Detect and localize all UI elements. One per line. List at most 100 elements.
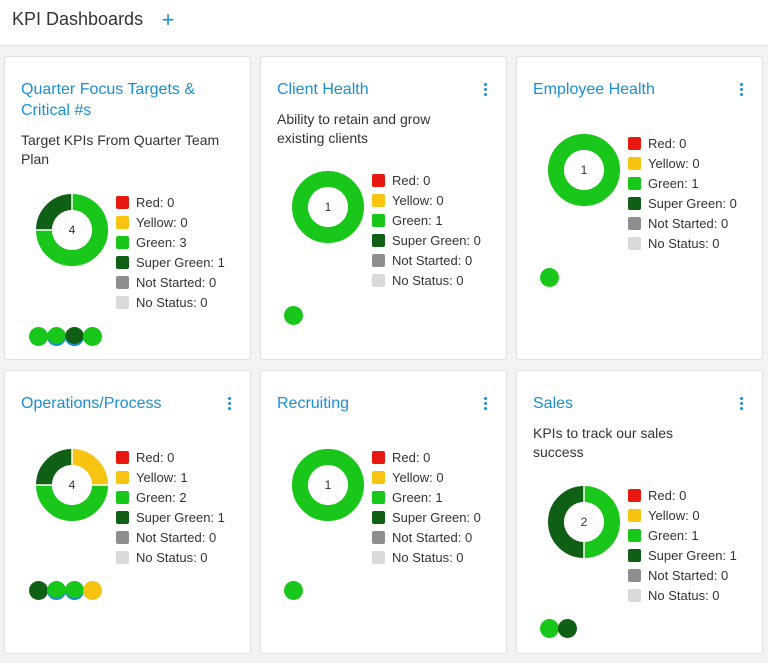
legend-label: Yellow: 0 xyxy=(648,507,700,523)
donut-total: 4 xyxy=(68,478,76,492)
legend-item-super-green: Super Green: 0 xyxy=(372,230,481,250)
legend-label: Yellow: 0 xyxy=(136,214,188,230)
legend-item-red: Red: 0 xyxy=(628,485,737,505)
donut-svg xyxy=(36,449,108,521)
card-title[interactable]: Sales xyxy=(533,395,574,412)
legend-item-not-started: Not Started: 0 xyxy=(628,213,737,233)
legend-label: Yellow: 0 xyxy=(648,155,700,171)
kpi-status-dot-green[interactable] xyxy=(29,327,48,346)
card-title[interactable]: Client Health xyxy=(277,81,369,98)
kpi-status-dot-green[interactable] xyxy=(47,581,66,600)
donut-total: 1 xyxy=(324,478,332,492)
legend-label: Super Green: 1 xyxy=(136,254,225,270)
status-legend: Red: 0 Yellow: 0 Green: 1 Super Green: 0… xyxy=(628,133,737,253)
green-swatch xyxy=(628,528,641,542)
not-started-swatch xyxy=(628,568,641,582)
kpi-status-dot-green[interactable] xyxy=(540,268,559,287)
kpi-status-dot-yellow[interactable] xyxy=(83,581,102,600)
donut-total: 1 xyxy=(580,163,588,177)
legend-label: Yellow: 0 xyxy=(392,192,444,208)
more-options-icon[interactable] xyxy=(224,397,234,415)
legend-item-red: Red: 0 xyxy=(628,133,737,153)
not-started-swatch xyxy=(372,253,385,267)
kpi-status-dot-green[interactable] xyxy=(83,327,102,346)
legend-label: Green: 2 xyxy=(136,489,187,505)
legend-item-green: Green: 1 xyxy=(628,173,737,193)
green-swatch xyxy=(372,213,385,227)
more-options-icon[interactable] xyxy=(736,397,746,415)
red-swatch xyxy=(628,136,641,150)
dashboard-card-sales: Sales KPIs to track our sales success 2 … xyxy=(516,370,763,654)
legend-item-yellow: Yellow: 0 xyxy=(372,190,481,210)
donut-total: 1 xyxy=(324,200,332,214)
not-started-swatch xyxy=(628,216,641,230)
legend-item-not-started: Not Started: 0 xyxy=(116,272,225,292)
legend-item-green: Green: 2 xyxy=(116,487,225,507)
status-donut-chart[interactable]: 1 xyxy=(548,134,620,206)
card-title[interactable]: Employee Health xyxy=(533,81,655,98)
kpi-status-dot-green[interactable] xyxy=(284,306,303,325)
no-status-swatch xyxy=(628,588,641,602)
donut-svg xyxy=(548,134,620,206)
super-green-swatch xyxy=(116,510,129,524)
status-donut-chart[interactable]: 1 xyxy=(292,171,364,243)
kpi-status-dot-super-green[interactable] xyxy=(558,619,577,638)
donut-hole xyxy=(308,465,348,505)
card-title[interactable]: Operations/Process xyxy=(21,395,162,412)
dashboard-card-client-health: Client Health Ability to retain and grow… xyxy=(260,56,507,360)
add-dashboard-button[interactable]: + xyxy=(161,7,175,32)
card-description: Target KPIs From Quarter Team Plan xyxy=(21,132,220,167)
legend-label: Super Green: 0 xyxy=(392,232,481,248)
green-swatch xyxy=(372,490,385,504)
card-description: Ability to retain and grow existing clie… xyxy=(277,111,431,146)
donut-svg xyxy=(292,171,364,243)
kpi-status-dot-green[interactable] xyxy=(540,619,559,638)
status-donut-chart[interactable]: 1 xyxy=(292,449,364,521)
legend-label: No Status: 0 xyxy=(648,235,720,251)
legend-item-not-started: Not Started: 0 xyxy=(628,565,737,585)
legend-label: No Status: 0 xyxy=(136,294,208,310)
more-options-icon[interactable] xyxy=(480,83,490,101)
donut-hole xyxy=(52,210,92,250)
status-donut-chart[interactable]: 4 xyxy=(36,194,108,266)
card-title[interactable]: Quarter Focus Targets & Critical #s xyxy=(21,81,195,119)
legend-item-super-green: Super Green: 1 xyxy=(628,545,737,565)
dashboard-card-employee-health: Employee Health 1 Red: 0 Yellow: 0 Green… xyxy=(516,56,763,360)
kpi-status-dots xyxy=(540,268,559,287)
kpi-status-dot-green[interactable] xyxy=(65,581,84,600)
status-donut-chart[interactable]: 2 xyxy=(548,486,620,558)
legend-item-green: Green: 1 xyxy=(372,487,481,507)
more-options-icon[interactable] xyxy=(480,397,490,415)
status-donut-chart[interactable]: 4 xyxy=(36,449,108,521)
page-title: KPI Dashboards xyxy=(12,9,144,29)
legend-label: Green: 1 xyxy=(648,175,699,191)
more-options-icon[interactable] xyxy=(736,83,746,101)
super-green-swatch xyxy=(628,196,641,210)
legend-label: Green: 1 xyxy=(392,212,443,228)
no-status-swatch xyxy=(628,236,641,250)
red-swatch xyxy=(628,488,641,502)
status-legend: Red: 0 Yellow: 0 Green: 1 Super Green: 1… xyxy=(628,485,737,605)
yellow-swatch xyxy=(628,156,641,170)
donut-svg xyxy=(548,486,620,558)
legend-item-red: Red: 0 xyxy=(116,447,225,467)
kpi-status-dot-super-green[interactable] xyxy=(65,327,84,346)
legend-label: Not Started: 0 xyxy=(648,215,729,231)
kpi-status-dots xyxy=(29,327,102,346)
kpi-status-dot-green[interactable] xyxy=(284,581,303,600)
card-title[interactable]: Recruiting xyxy=(277,395,350,412)
legend-label: Red: 0 xyxy=(392,449,431,465)
green-swatch xyxy=(116,490,129,504)
legend-item-super-green: Super Green: 0 xyxy=(372,507,481,527)
no-status-swatch xyxy=(372,273,385,287)
green-swatch xyxy=(628,176,641,190)
kpi-status-dot-super-green[interactable] xyxy=(29,581,48,600)
kpi-status-dots xyxy=(540,619,577,638)
dashboard-card-operations-process: Operations/Process 4 Red: 0 Yellow: 1 Gr… xyxy=(4,370,251,654)
legend-item-yellow: Yellow: 0 xyxy=(372,467,481,487)
legend-item-not-started: Not Started: 0 xyxy=(116,527,225,547)
legend-item-not-started: Not Started: 0 xyxy=(372,527,481,547)
legend-label: Not Started: 0 xyxy=(136,274,217,290)
legend-label: Yellow: 1 xyxy=(136,469,188,485)
kpi-status-dot-green[interactable] xyxy=(47,327,66,346)
